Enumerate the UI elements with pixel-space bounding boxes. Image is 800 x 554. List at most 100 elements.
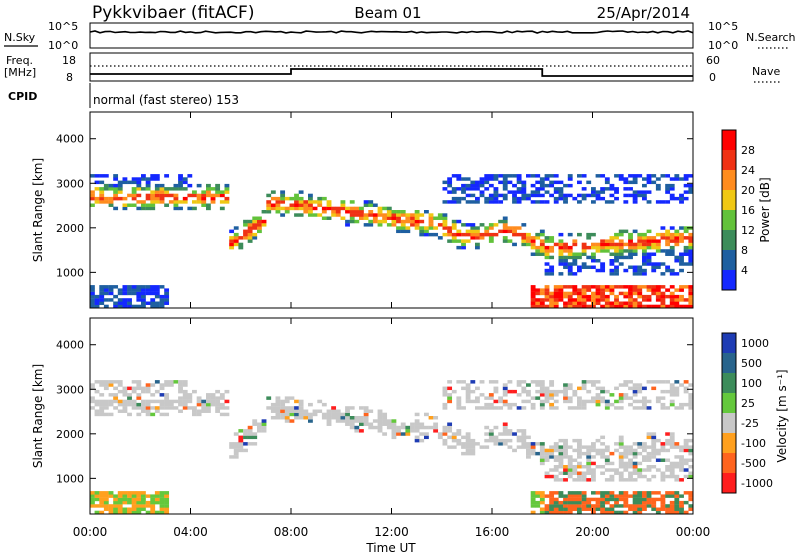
heatmap-cell [113,494,119,498]
heatmap-cell [150,285,156,289]
power-heatmap [90,174,694,309]
heatmap-cell [414,419,420,423]
heatmap-cell [182,200,188,204]
heatmap-cell [451,432,457,436]
heatmap-cell [558,291,564,296]
heatmap-cell [535,442,541,446]
heatmap-cell [558,288,564,292]
heatmap-cell [99,399,105,404]
heatmap-cell [577,288,582,292]
heatmap-cell [349,206,355,211]
heatmap-cell [377,409,383,413]
heatmap-cell [428,416,434,420]
heatmap-cell [400,219,406,224]
heatmap-cell [577,386,582,391]
heatmap-cell [600,494,606,498]
heatmap-cell [614,190,619,194]
heatmap-cell [688,471,694,475]
heatmap-cell [122,291,128,296]
colorbar-tick-label: 4 [741,264,748,277]
heatmap-cell [595,386,601,391]
heatmap-cell [642,285,647,289]
heatmap-cell [563,471,568,475]
heatmap-cell [660,226,666,230]
heatmap-cell [391,219,397,224]
heatmap-cell [145,301,151,305]
heatmap-cell [502,180,508,185]
heatmap-cell [618,435,624,440]
heatmap-cell [651,435,657,440]
heatmap-cell [632,455,638,459]
heatmap-cell [493,177,499,181]
heatmap-cell [99,500,105,505]
heatmap-cell [270,416,276,420]
heatmap-cell [150,193,156,198]
heatmap-cell [660,291,666,296]
heatmap-cell [539,291,545,296]
heatmap-cell [581,500,587,505]
heatmap-cell [581,291,587,296]
heatmap-cell [493,196,499,201]
heatmap-cell [669,245,675,250]
heatmap-cell [614,448,619,453]
heatmap-cell [507,432,513,436]
heatmap-cell [308,419,313,423]
heatmap-cell [651,455,657,459]
heatmap-cell [637,301,643,305]
heatmap-cell [340,416,346,420]
heatmap-cell [335,412,341,417]
heatmap-cell [679,468,684,472]
heatmap-cell [618,245,624,250]
heatmap-cell [512,242,517,247]
heatmap-cell [349,219,355,224]
heatmap-cell [512,193,517,198]
heatmap-cell [516,429,522,433]
heatmap-cell [628,445,633,449]
heatmap-cell [113,507,119,511]
heatmap-cell [94,497,100,502]
heatmap-cell [595,249,601,253]
heatmap-cell [173,183,179,188]
heatmap-cell [572,494,578,498]
heatmap-cell [335,416,341,420]
heatmap-cell [442,389,448,394]
heatmap-cell [382,416,388,420]
heatmap-cell [623,285,629,289]
heatmap-cell [108,504,114,508]
heatmap-cell [665,232,671,237]
heatmap-cell [164,291,170,296]
heatmap-cell [646,242,652,247]
heatmap-cell [488,393,494,397]
colorbar-tick-label: 25 [741,397,755,410]
heatmap-cell [321,196,327,201]
colorbar-segment [722,433,736,453]
heatmap-cell [90,291,95,296]
heatmap-cell [563,504,568,508]
heatmap-cell [159,200,165,204]
heatmap-cell [150,383,156,387]
heatmap-cell [173,380,179,384]
heatmap-cell [651,252,657,256]
heatmap-cell [591,255,596,260]
heatmap-cell [628,174,633,178]
colorbar-tick-label: 8 [741,244,748,257]
heatmap-cell [577,451,582,456]
heatmap-cell [326,203,332,207]
heatmap-cell [294,213,299,217]
heatmap-cell [632,500,638,505]
heatmap-cell [470,389,476,394]
heatmap-cell [484,180,490,185]
heatmap-cell [521,187,527,191]
heatmap-cell [182,402,188,407]
heatmap-cell [669,442,675,446]
heatmap-cell [451,438,457,443]
heatmap-cell [103,497,109,502]
heatmap-cell [122,304,128,309]
heatmap-cell [117,507,123,511]
heatmap-cell [368,203,374,207]
heatmap-cell [623,187,629,191]
heatmap-cell [600,239,606,243]
heatmap-cell [539,406,545,410]
heatmap-cell [122,288,128,292]
heatmap-cell [257,219,262,224]
